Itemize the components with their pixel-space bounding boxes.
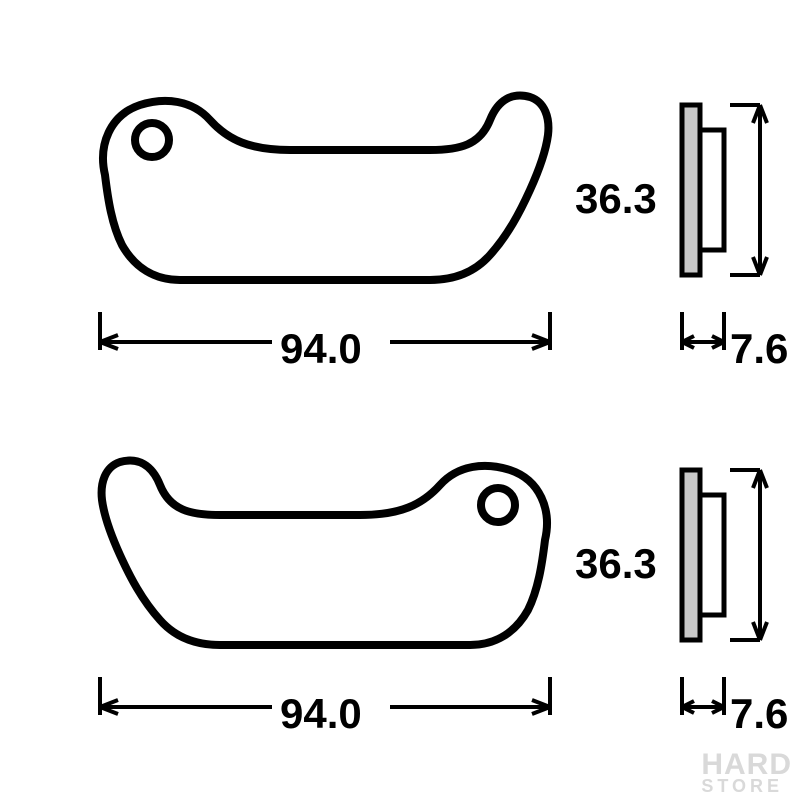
dim-width-2: 94.0: [280, 690, 362, 738]
watermark-line2: STORE: [701, 778, 792, 794]
diagram-stage: 36.3 94.0 7.6 36.3 94.0 7.6 HARD STORE: [0, 0, 800, 800]
diagram-svg: [0, 0, 800, 800]
dim-width-1: 94.0: [280, 325, 362, 373]
dim-thick-2: 7.6: [730, 690, 788, 738]
dim-height-1: 36.3: [575, 175, 657, 223]
watermark: HARD STORE: [701, 751, 792, 794]
watermark-line1: HARD: [701, 751, 792, 778]
dim-height-2: 36.3: [575, 540, 657, 588]
dim-thick-1: 7.6: [730, 325, 788, 373]
